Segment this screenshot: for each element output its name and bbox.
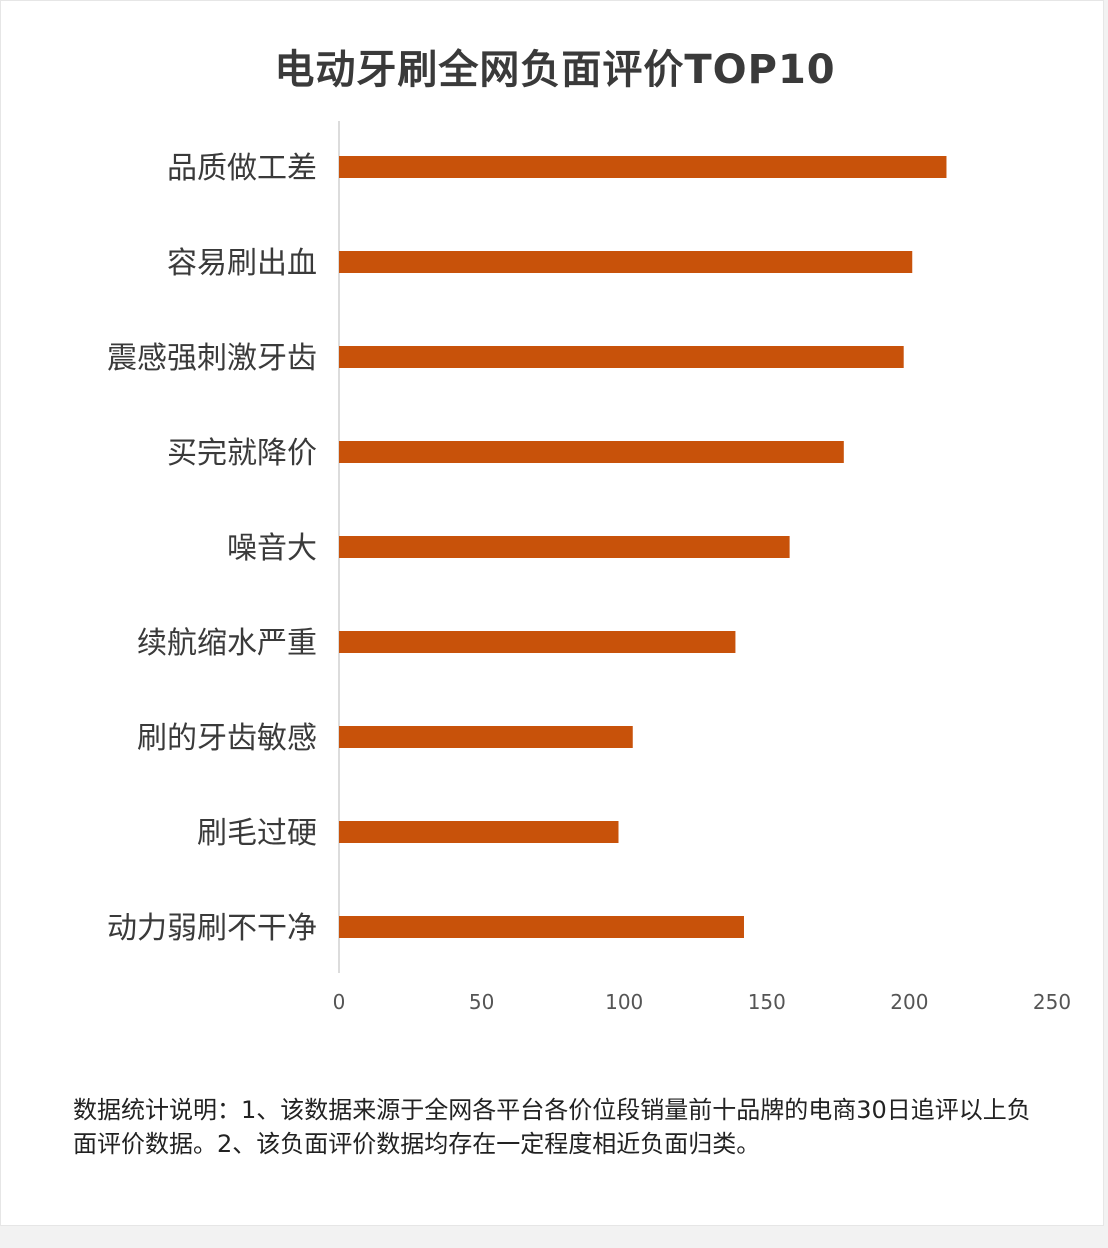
- bar-4: [339, 441, 844, 463]
- category-label: 震感强刺激牙齿: [107, 341, 317, 376]
- bar-3: [339, 346, 904, 368]
- x-tick-label: 150: [748, 990, 786, 1014]
- bar-6: [339, 631, 736, 653]
- category-label: 动力弱刷不干净: [107, 911, 317, 946]
- bar-chart: 品质做工差容易刷出血震感强刺激牙齿买完就降价噪音大续航缩水严重刷的牙齿敏感刷毛过…: [107, 121, 1071, 1014]
- bar-9: [339, 916, 744, 938]
- chart-title: 电动牙刷全网负面评价TOP10: [274, 47, 836, 93]
- x-tick-label: 200: [890, 990, 928, 1014]
- bar-2: [339, 251, 913, 273]
- x-tick-label: 50: [469, 990, 494, 1014]
- category-label: 续航缩水严重: [137, 626, 317, 661]
- category-label: 容易刷出血: [167, 246, 317, 281]
- chart-card: 电动牙刷全网负面评价TOP10 品质做工差容易刷出血震感强刺激牙齿买完就降价噪音…: [0, 0, 1104, 1226]
- category-label: 噪音大: [227, 531, 317, 566]
- category-label: 刷的牙齿敏感: [137, 721, 317, 756]
- x-tick-label: 250: [1033, 990, 1071, 1014]
- x-tick-label: 100: [605, 990, 643, 1014]
- bar-5: [339, 536, 790, 558]
- x-tick-label: 0: [333, 990, 346, 1014]
- bar-7: [339, 726, 633, 748]
- category-label: 品质做工差: [167, 151, 317, 186]
- bar-8: [339, 821, 619, 843]
- category-label: 买完就降价: [167, 436, 317, 471]
- bar-1: [339, 156, 947, 178]
- data-note: 数据统计说明：1、该数据来源于全网各平台各价位段销量前十品牌的电商30日追评以上…: [73, 1096, 1031, 1158]
- category-label: 刷毛过硬: [197, 816, 317, 851]
